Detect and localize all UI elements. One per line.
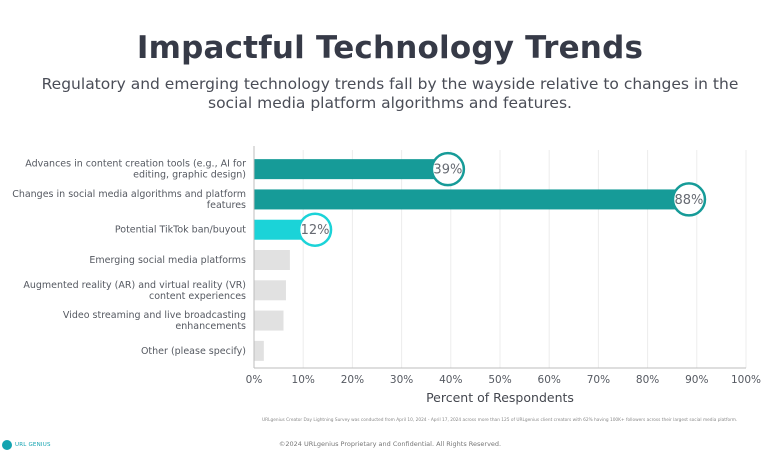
bar [254,280,286,301]
value-label: 88% [675,193,704,208]
footnote: URLgenius Creator Day Lightning Survey w… [262,418,738,423]
value-label-ring [297,212,333,247]
page-subtitle: Regulatory and emerging technology trend… [41,75,739,112]
page-title: Impactful Technology Trends [136,30,644,66]
x-axis-title: Percent of Respondents [426,390,574,405]
bar [254,159,446,180]
category-label: Potential TikTok ban/buyout [115,225,246,236]
category-label: Video streaming and live broadcasting [63,310,246,321]
x-tick-label: 50% [488,374,511,386]
bar [254,250,290,270]
value-label: 39% [433,163,462,178]
x-tick-label: 60% [538,374,561,386]
x-tick-label: 10% [292,374,315,386]
category-label: Other (please specify) [141,346,246,357]
bar [254,189,687,210]
value-label-ring [430,151,466,187]
bar [254,340,264,361]
x-tick-label: 70% [587,374,610,386]
category-label: editing, graphic design) [133,170,246,181]
x-tick-label: 80% [636,374,659,386]
bars [254,159,687,361]
category-label: Changes in social media algorithms and p… [12,189,246,200]
x-tick-label: 40% [439,374,462,386]
copyright-notice: ©2024 URLgenius Proprietary and Confiden… [278,440,502,448]
logo-text: URL GENIUS [15,442,51,448]
x-tick-label: 0% [246,374,263,386]
brand-logo: URL GENIUS [2,440,51,450]
category-label: enhancements [175,321,246,332]
x-tick-label: 90% [685,374,708,386]
value-labels: 39% 88% 12% [297,151,707,247]
category-labels: Advances in content creation tools (e.g.… [12,159,246,357]
axes [253,146,746,369]
x-tick-label: 30% [390,374,413,386]
x-tick-label: 100% [731,374,761,386]
category-label: features [207,200,246,211]
logo-icon [2,440,12,450]
bar [254,310,284,331]
category-label: content experiences [149,291,246,302]
x-tick-label: 20% [341,374,364,386]
category-label: Augmented reality (AR) and virtual reali… [23,280,246,291]
value-label: 12% [301,223,330,238]
value-label-ring [671,182,707,217]
category-label: Advances in content creation tools (e.g.… [25,159,246,170]
gridlines [302,150,747,368]
bar [254,219,314,240]
category-label: Emerging social media platforms [89,255,246,266]
tick-labels: 0% 10% 20% 30% 40% 50% 60% 70% 80% 90% 100% [246,374,761,386]
